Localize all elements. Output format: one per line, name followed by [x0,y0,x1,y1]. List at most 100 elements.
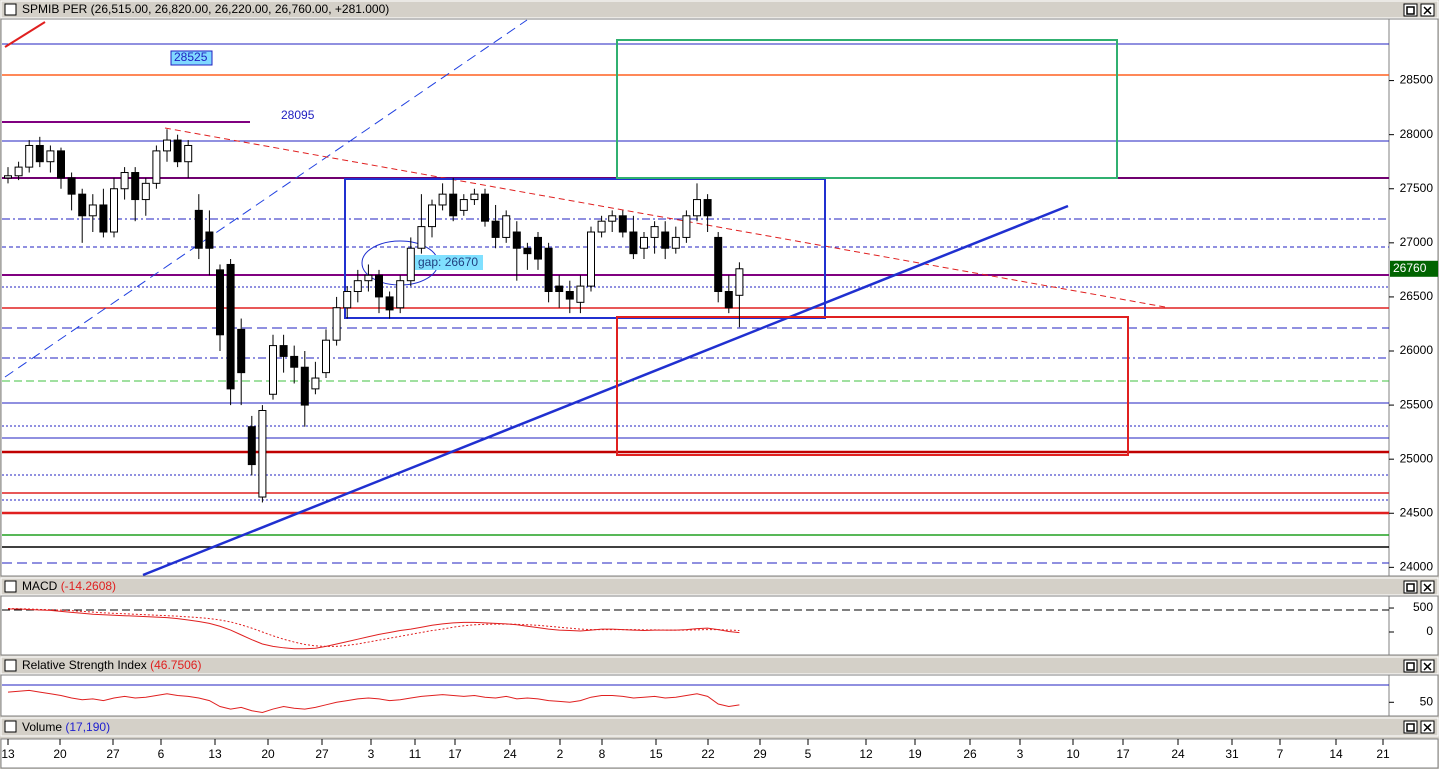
macd-title: MACD (-14.2608) [22,579,116,593]
candle-body [491,220,500,238]
candle-body [555,285,564,293]
rsi-title: Relative Strength Index (46.7506) [22,658,201,672]
x-tick-label: 2 [557,747,564,761]
last-price-label: 26760 [1393,261,1427,275]
x-tick-label: 13 [1,747,15,761]
candle-body [523,247,532,255]
y-tick-label: 26000 [1400,343,1434,357]
candle-body [131,172,140,201]
candle-body [640,236,648,249]
annotation-box [415,255,483,270]
x-tick-label: 27 [106,747,120,761]
annotation: 28095 [281,108,315,122]
candle-body [650,226,659,238]
x-axis [0,738,1439,769]
candle-body [428,204,436,228]
rsi-axis [1388,674,1439,717]
x-tick-label: 6 [158,747,165,761]
y-tick-label: 25500 [1400,397,1434,411]
candle-body [258,409,267,498]
annotation: 28525 [174,50,208,64]
x-tick-label: 27 [315,747,329,761]
candle-body [618,215,627,233]
y-tick-label: 28500 [1400,73,1434,87]
candle-body [322,339,330,374]
candle-body [311,377,320,390]
y-tick-label: 25000 [1400,451,1434,465]
last-price-tag [1390,260,1438,277]
annotation: gap: 26670 [418,255,478,269]
candle-body [99,204,108,233]
macd-name: MACD [22,579,58,593]
candle-body [110,188,118,233]
close-crosses [1406,6,1432,732]
main-title: SPMIB PER (26,515.00, 26,820.00, 26,220.… [22,2,389,16]
x-tick-label: 3 [368,747,375,761]
candle-body [417,226,426,249]
candle-body [629,231,638,255]
macd-value: (-14.2608) [61,579,116,593]
candle-body [152,150,161,184]
candle-body [67,177,76,195]
candle-body [735,268,744,296]
candle-body [364,274,373,282]
candle-body [375,274,383,298]
candle-body [46,150,55,163]
candle-body [597,220,606,233]
candle-body [88,204,97,217]
y-tick-label: 27000 [1400,235,1434,249]
candle-body [35,144,44,163]
candle-body [290,355,299,368]
y-tick-label: 24000 [1400,560,1434,574]
candle-body [300,366,309,406]
x-tick-label: 15 [649,747,663,761]
x-tick-label: 13 [208,747,222,761]
candle-body [226,263,235,390]
candle-body [544,247,553,293]
candle-body [724,291,733,309]
candle-body [205,231,214,249]
candle-body [237,328,246,374]
y-tick-label: 26500 [1400,289,1434,303]
x-tick-label: 17 [1116,747,1130,761]
x-tick-label: 24 [1171,747,1185,761]
candle-body [608,215,617,222]
x-tick-label: 29 [753,747,767,761]
x-tick-label: 3 [1017,747,1024,761]
x-tick-label: 12 [859,747,873,761]
x-tick-label: 10 [1066,747,1080,761]
indicator-line [7,689,740,713]
candle-body [693,199,701,217]
candle-body [78,193,87,217]
candle-body [343,291,352,309]
candle-body [449,193,458,217]
rsi-value: (46.7506) [150,658,201,672]
candle-body [269,345,277,395]
candle-body [565,291,574,300]
x-tick-label: 26 [963,747,977,761]
candle-body [57,150,65,179]
candle-body [332,307,341,341]
candle-body [120,172,129,190]
x-tick-label: 7 [1277,747,1284,761]
candle-body [406,247,415,282]
x-tick-label: 19 [908,747,922,761]
candle-body [396,280,405,309]
candle-body [534,236,542,260]
candle-body [184,144,193,163]
marks: 2400024500250002550026000265002700027500… [1,73,1438,761]
y-tick-label: 28000 [1400,127,1434,141]
x-tick-label: 8 [599,747,606,761]
candle-body [353,280,362,293]
candle-body [141,182,150,201]
candle-body [661,231,670,249]
macd-plot [0,595,1390,656]
candle-body [682,215,691,238]
candle-body [25,144,34,168]
candle-body [216,269,224,336]
x-tick-label: 20 [261,747,275,761]
candle-body [671,236,680,249]
candle-body [163,139,171,152]
